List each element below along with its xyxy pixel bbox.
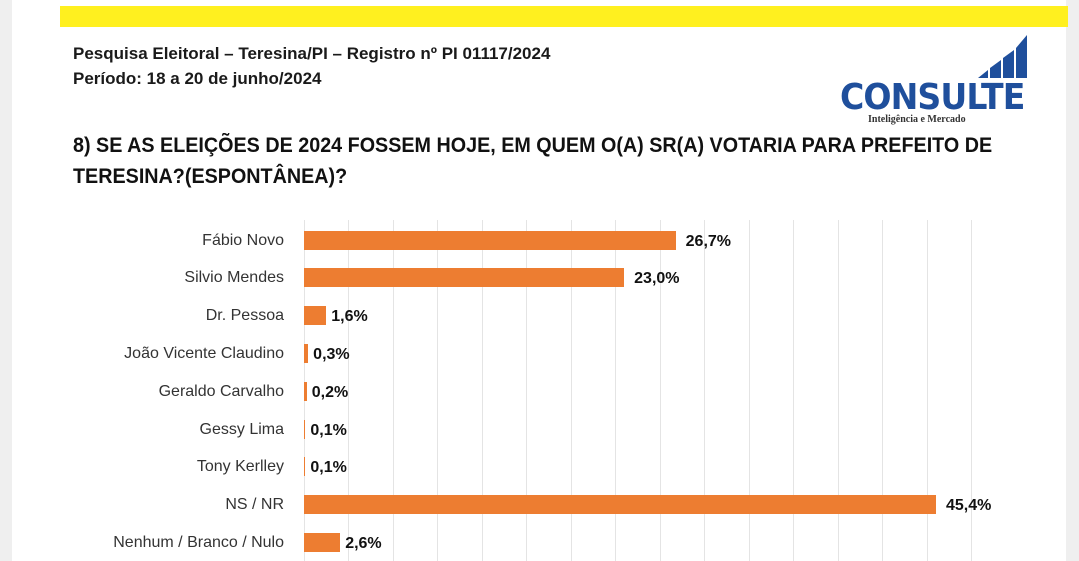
bar-row: Tony Kerlley 0,1% xyxy=(0,457,1079,477)
gridline xyxy=(393,220,394,561)
bar xyxy=(304,457,306,476)
category-label: Fábio Novo xyxy=(202,232,284,249)
value-label: 26,7% xyxy=(685,233,732,250)
value-label: 23,0% xyxy=(634,270,680,287)
bar-chart-stairs-icon xyxy=(978,35,1027,78)
category-label: Tony Kerlley xyxy=(196,458,284,475)
logo-wordmark: CONSULTE xyxy=(840,77,1025,118)
bar xyxy=(304,495,936,514)
bar-row: Dr. Pessoa 1,6% xyxy=(0,306,1079,326)
value-label: 0,1% xyxy=(310,422,347,439)
question-title: 8) SE AS ELEIÇÕES DE 2024 FOSSEM HOJE, E… xyxy=(73,134,993,188)
category-label: Dr. Pessoa xyxy=(205,307,284,324)
value-label: 2,6% xyxy=(345,535,382,552)
consulte-logo: CONSULTE Inteligência e Mercado xyxy=(838,30,1038,130)
value-label: 1,6% xyxy=(331,308,368,325)
value-label: 45,4% xyxy=(945,497,992,514)
gridline xyxy=(927,220,928,561)
gridline xyxy=(482,220,483,561)
survey-registration: Pesquisa Eleitoral – Teresina/PI – Regis… xyxy=(73,44,551,63)
bar xyxy=(304,382,307,401)
category-label: João Vicente Claudino xyxy=(124,345,284,362)
gridline xyxy=(971,220,972,561)
gridline xyxy=(437,220,438,561)
logo-tagline: Inteligência e Mercado xyxy=(868,114,966,125)
bar-row: Silvio Mendes 23,0% xyxy=(0,268,1079,288)
gridline xyxy=(615,220,616,561)
top-yellow-bar xyxy=(60,6,1068,27)
category-label: Gessy Lima xyxy=(199,421,284,438)
survey-period: Período: 18 a 20 de junho/2024 xyxy=(73,69,322,88)
survey-meta: Pesquisa Eleitoral – Teresina/PI – Regis… xyxy=(73,41,550,91)
bar-row: Fábio Novo 26,7% xyxy=(0,231,1079,251)
bar-row: João Vicente Claudino 0,3% xyxy=(0,344,1079,364)
category-label: Nenhum / Branco / Nulo xyxy=(113,534,284,551)
gridline xyxy=(526,220,527,561)
bar-row: Geraldo Carvalho 0,2% xyxy=(0,382,1079,402)
gridline xyxy=(793,220,794,561)
bar xyxy=(304,420,306,439)
bar xyxy=(304,533,341,552)
bar-chart: Fábio Novo 26,7% Silvio Mendes 23,0% Dr.… xyxy=(0,220,1079,561)
gridline xyxy=(838,220,839,561)
value-label: 0,1% xyxy=(310,459,347,476)
value-label: 0,3% xyxy=(313,346,350,363)
category-label: Silvio Mendes xyxy=(184,269,284,286)
gridline xyxy=(348,220,349,561)
value-label: 0,2% xyxy=(311,384,349,401)
gridline xyxy=(749,220,750,561)
bar-row: Nenhum / Branco / Nulo 2,6% xyxy=(0,533,1079,553)
gridline xyxy=(882,220,883,561)
bar-row: NS / NR 45,4% xyxy=(0,495,1079,515)
bar xyxy=(304,231,676,250)
bar xyxy=(304,268,625,287)
gridline xyxy=(660,220,661,561)
bar xyxy=(304,306,327,325)
category-label: NS / NR xyxy=(225,496,284,513)
bar xyxy=(304,344,309,363)
category-label: Geraldo Carvalho xyxy=(158,383,284,400)
bar-row: Gessy Lima 0,1% xyxy=(0,420,1079,440)
gridline xyxy=(571,220,572,561)
gridline xyxy=(704,220,705,561)
